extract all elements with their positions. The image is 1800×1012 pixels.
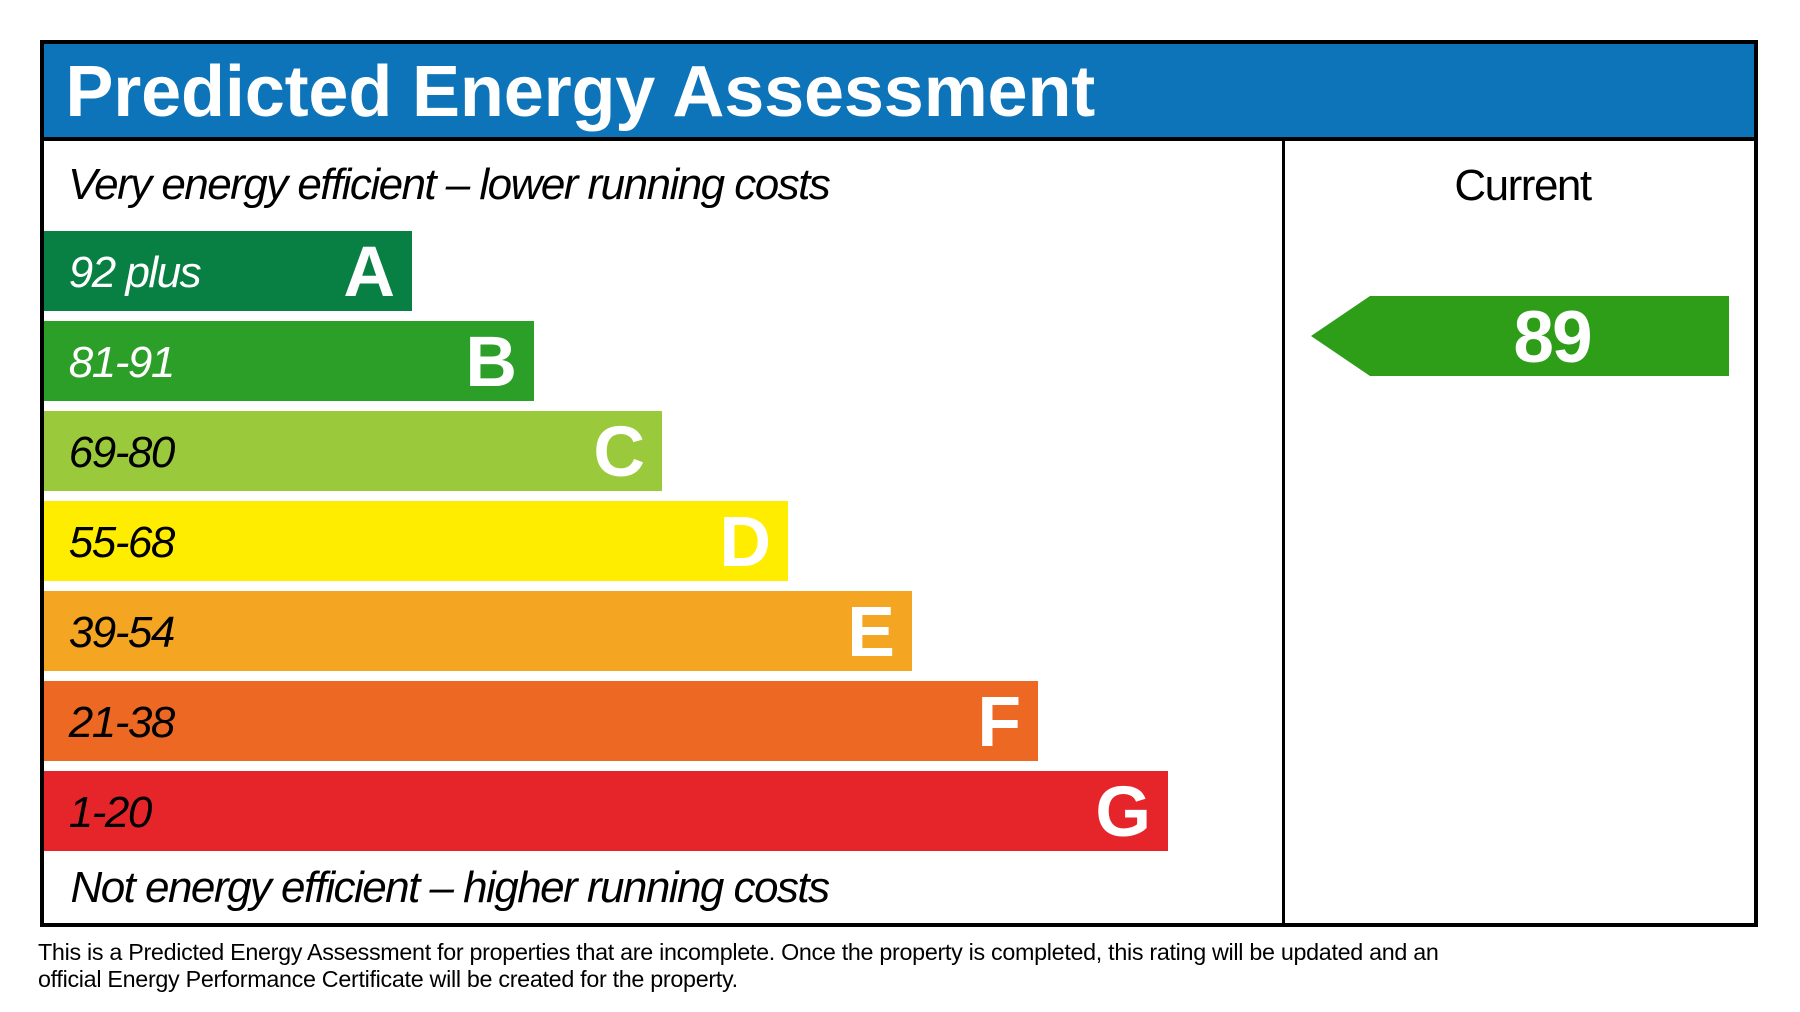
svg-text:89: 89	[1513, 297, 1590, 376]
